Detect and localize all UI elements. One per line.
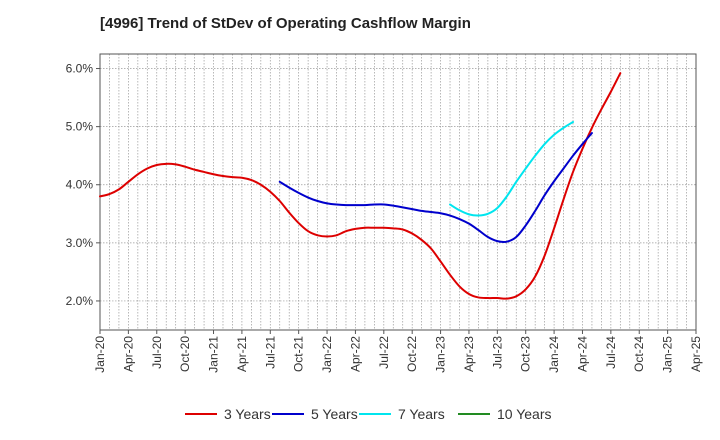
- legend-label: 3 Years: [224, 406, 271, 422]
- x-tick-label: Jan-25: [661, 336, 675, 373]
- plot-border: [99, 53, 697, 331]
- legend-label: 5 Years: [311, 406, 358, 422]
- x-tick-label: Jan-24: [547, 336, 561, 373]
- plot-background: [100, 54, 696, 330]
- grid-layer: [100, 54, 696, 330]
- legend-label: 10 Years: [497, 406, 552, 422]
- y-tick-label: 2.0%: [66, 294, 94, 308]
- y-tick-label: 3.0%: [66, 236, 94, 250]
- x-tick-label: Oct-24: [632, 336, 646, 372]
- x-tick-label: Apr-21: [235, 336, 249, 372]
- chart-title: [4996] Trend of StDev of Operating Cashf…: [100, 15, 471, 32]
- x-tick-label: Oct-21: [292, 336, 306, 372]
- legend-item-10-years: 10 Years: [458, 406, 552, 422]
- x-tick-label: Apr-24: [575, 336, 589, 372]
- series-line-3-years: [99, 72, 622, 300]
- x-tick-label: Jan-22: [320, 336, 334, 373]
- x-tick-label: Oct-22: [405, 336, 419, 372]
- x-tick-label: Oct-20: [178, 336, 192, 372]
- legend: 3 Years 5 Years 7 Years 10 Years: [185, 406, 552, 422]
- y-tick-label: 5.0%: [66, 120, 94, 134]
- legend-item-3-years: 3 Years: [185, 406, 271, 422]
- x-tick-label: Jan-21: [207, 336, 221, 373]
- x-tick-label: Apr-23: [462, 336, 476, 372]
- x-tick-label: Apr-22: [348, 336, 362, 372]
- legend-item-5-years: 5 Years: [272, 406, 358, 422]
- x-tick-label: Apr-25: [689, 336, 703, 372]
- x-tick-label: Jul-24: [604, 336, 618, 369]
- x-axis: Jan-20 Apr-20 Jul-20 Oct-20 Jan-21 Apr-21 Jul-…: [93, 330, 703, 373]
- x-tick-label: Jul-21: [263, 336, 277, 369]
- series-line-7-years: [449, 120, 575, 217]
- series-line-5-years: [278, 132, 593, 243]
- x-tick-label: Jan-20: [93, 336, 107, 373]
- x-tick-label: Oct-23: [519, 336, 533, 372]
- x-tick-label: Jul-23: [490, 336, 504, 369]
- x-tick-label: Jul-20: [150, 336, 164, 369]
- y-tick-label: 4.0%: [66, 178, 94, 192]
- x-tick-label: Apr-20: [121, 336, 135, 372]
- y-axis: 2.0% 3.0% 4.0% 5.0% 6.0%: [66, 62, 100, 308]
- legend-item-7-years: 7 Years: [359, 406, 445, 422]
- x-tick-label: Jul-22: [377, 336, 391, 369]
- legend-label: 7 Years: [398, 406, 445, 422]
- series-layer: [99, 72, 622, 300]
- y-tick-label: 6.0%: [66, 62, 94, 76]
- x-tick-label: Jan-23: [434, 336, 448, 373]
